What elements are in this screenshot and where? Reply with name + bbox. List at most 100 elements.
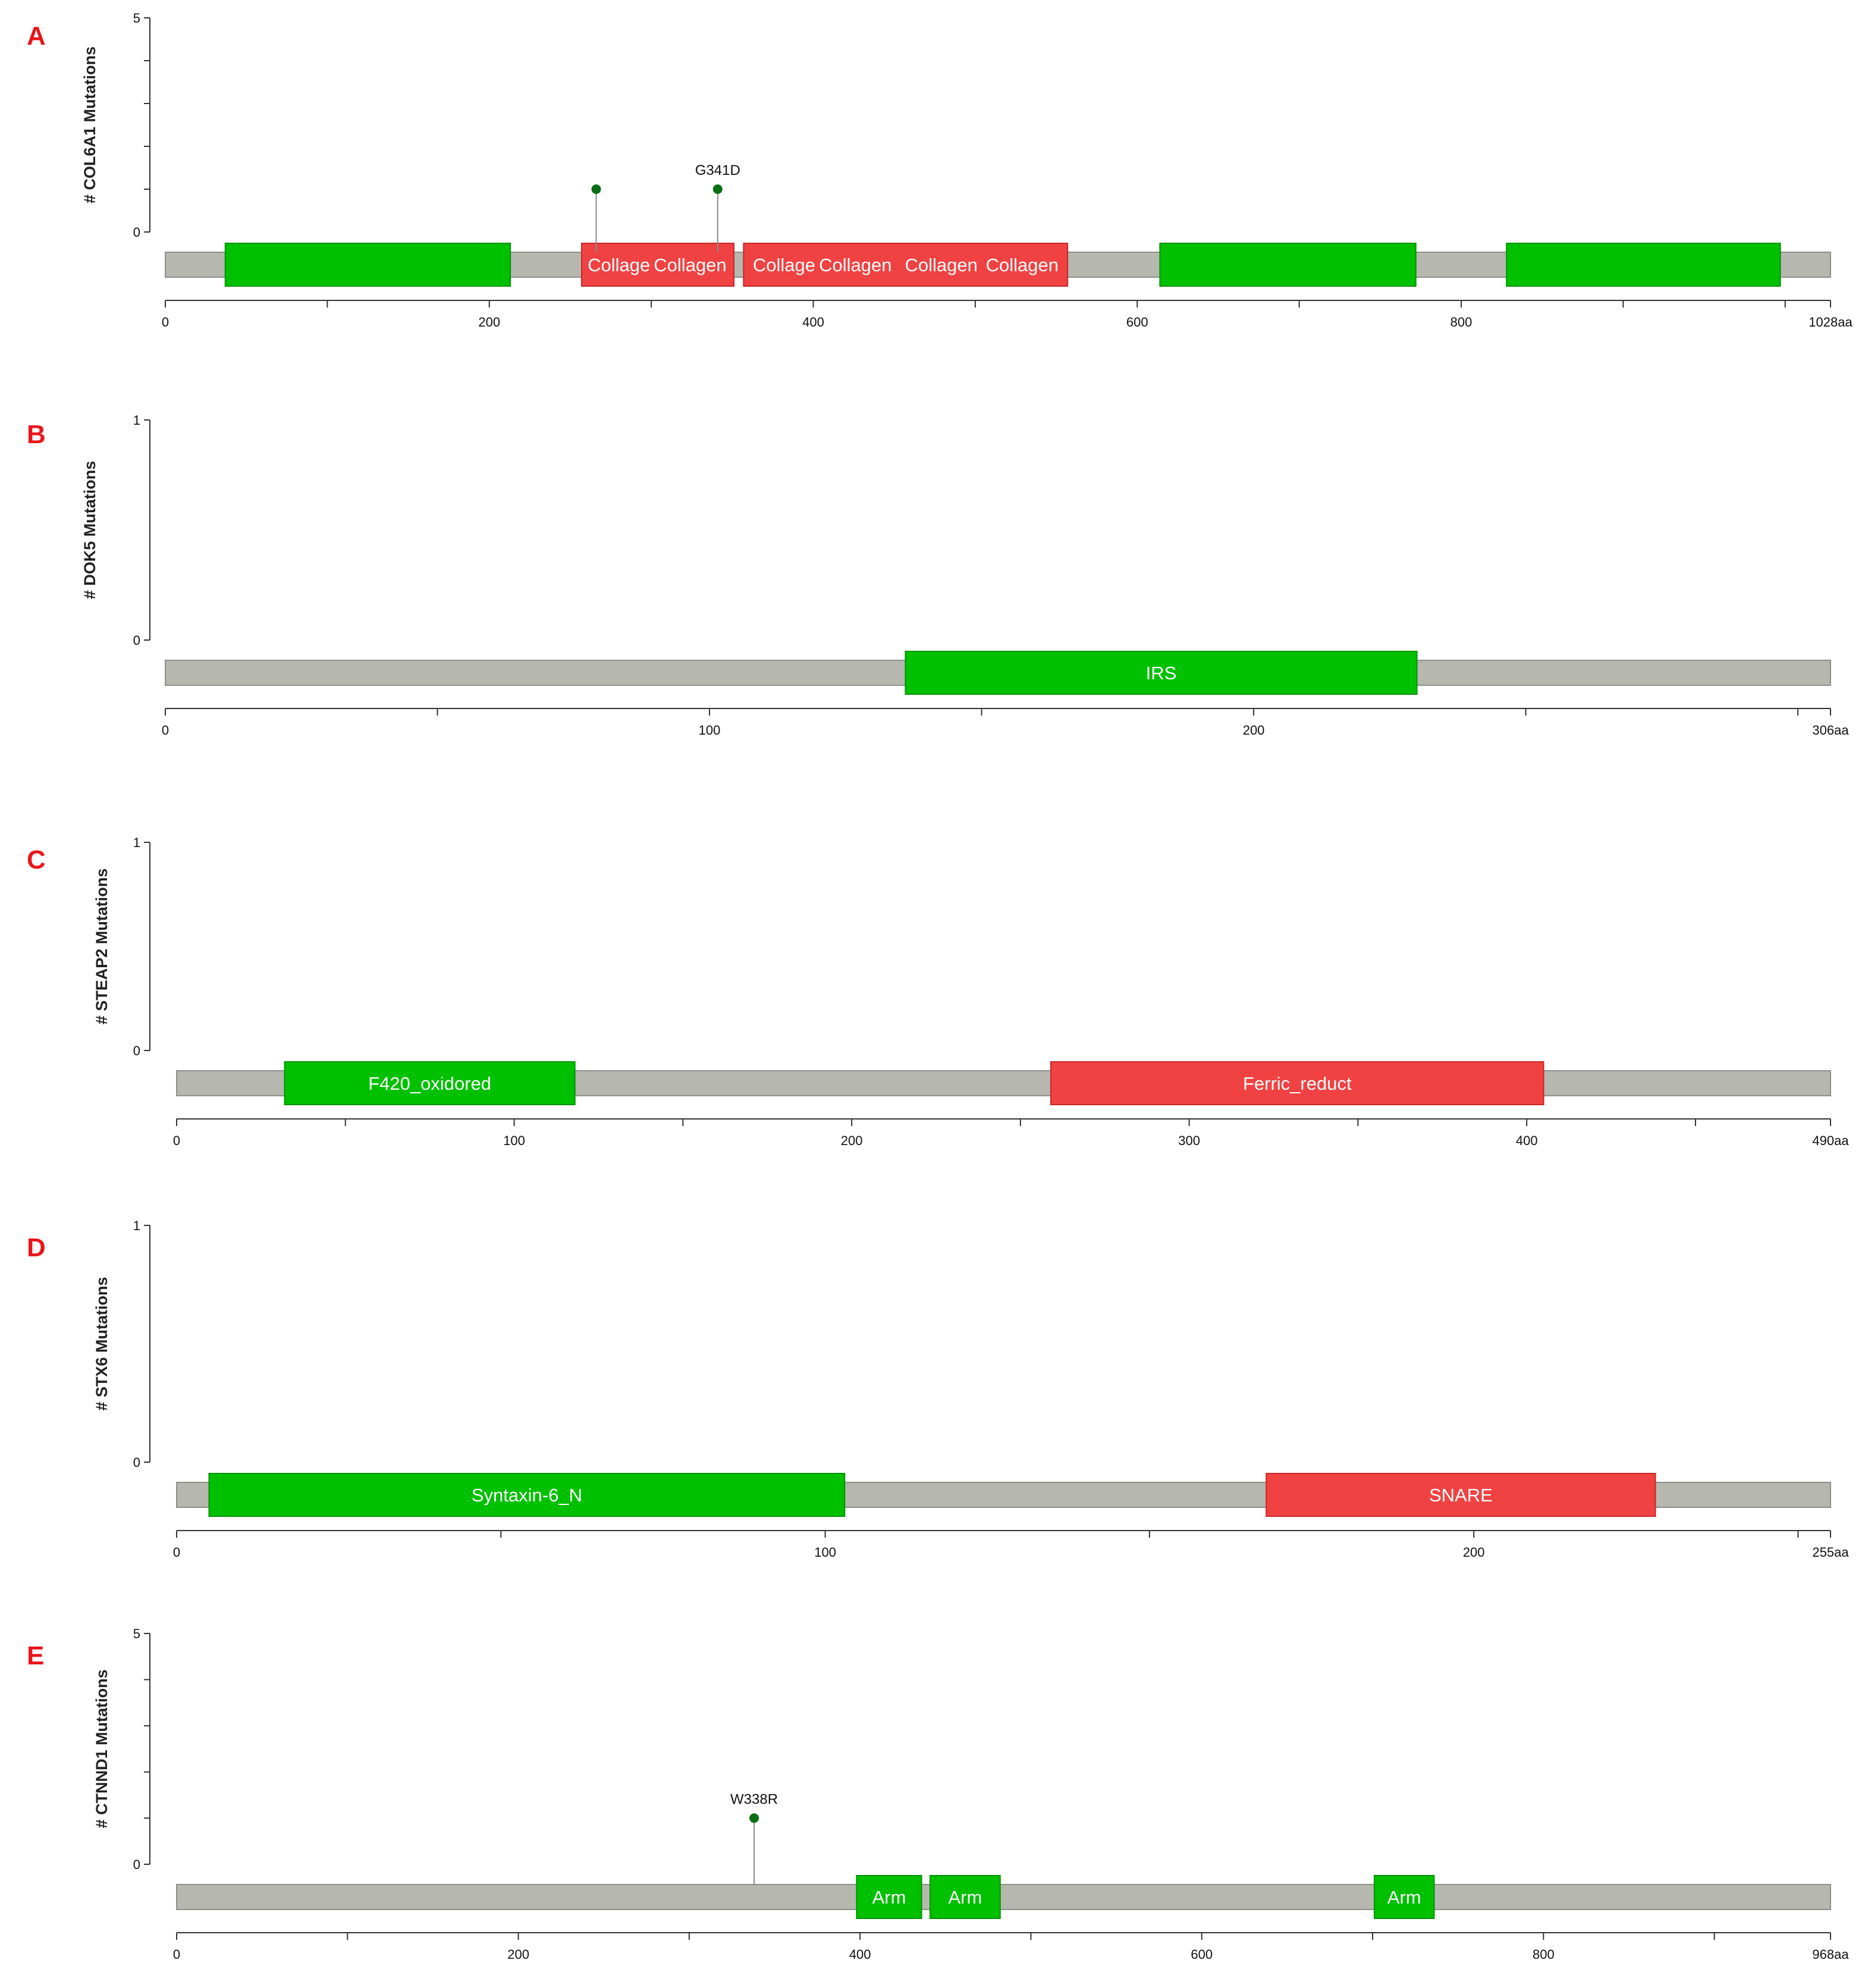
mutation-label: G341D [695,162,740,178]
domain-label: Syntaxin-6_N [472,1485,582,1506]
y-axis-label: # STX6 Mutations [93,1277,111,1410]
y-tick-label: 0 [133,633,140,648]
domain-syntaxin-6-n: Syntaxin-6_N [208,1473,846,1517]
mutation-lollipop [591,184,601,252]
domain-label: Collagen [654,255,726,275]
domain-snare: SNARE [1266,1473,1656,1517]
mutation-label: W338R [730,1791,778,1807]
domain-label: IRS [1146,663,1177,683]
panel-e: E # CTNND1 Mutations 0 5 Arm Arm Arm 0 200 400 600… [27,1626,1849,1962]
mutation-lollipop: G341D [695,162,740,252]
protein-backbone [176,1884,1831,1910]
domain-arm: Arm [929,1875,1001,1919]
x-tick-label: 0 [173,1545,180,1560]
x-end-label: 1028aa [1809,315,1853,330]
domain-label: SNARE [1429,1485,1493,1506]
domain-label: Arm [872,1887,906,1908]
domain-vwa [1506,243,1781,287]
domain-label: Arm [948,1887,982,1908]
domain-box [856,1875,922,1919]
x-tick-label: 100 [814,1545,836,1560]
y-axis-label: # DOK5 Mutations [81,461,99,600]
x-tick-label: 0 [173,1947,180,1962]
x-end-label: 968aa [1812,1947,1849,1962]
domain-box [581,243,735,287]
domain-label: F420_oxidored [368,1073,491,1094]
domain-label: Ferric_reduct [1243,1073,1352,1094]
x-end-label: 306aa [1812,723,1849,738]
x-tick-label: 0 [162,723,169,738]
x-tick-label: 400 [802,315,824,330]
domain-box [1373,1875,1435,1919]
panel-d: D # STX6 Mutations 0 1 Syntaxin-6_N SNARE 0 100… [27,1218,1849,1560]
lollipop-head [749,1813,759,1823]
panel-letter: E [27,1641,44,1670]
domain-vwa [1159,243,1417,287]
y-tick-label: 1 [133,835,140,850]
x-tick-label: 200 [1243,723,1265,738]
y-tick-label: 5 [133,11,140,26]
x-tick-label: 600 [1126,315,1148,330]
domain-box [208,1473,846,1517]
panel-letter: B [27,420,46,449]
y-axis-label: # STEAP2 Mutations [93,868,111,1025]
domain-label: Collagen [819,255,891,275]
domain-ferric-reduct: Ferric_reduct [1050,1061,1544,1105]
x-tick-label: 200 [478,315,500,330]
domain-label: Arm [1387,1887,1421,1908]
y-tick-label: 1 [133,413,140,428]
x-tick-label: 600 [1191,1947,1213,1962]
domain-box [1506,243,1781,287]
panel-letter: D [27,1233,46,1262]
domain-box [929,1875,1001,1919]
y-tick-label: 0 [133,1857,140,1872]
domain-label: Collage [588,255,650,275]
x-tick-label: 200 [1463,1545,1485,1560]
x-tick-label: 0 [173,1133,180,1148]
domain-f420-oxidored: F420_oxidored [284,1061,576,1105]
x-tick-label: 100 [699,723,721,738]
y-tick-label: 0 [133,225,140,240]
domain-collage [581,243,735,287]
domain-box [905,651,1418,695]
x-tick-label: 100 [503,1133,525,1148]
x-tick-label: 200 [507,1947,529,1962]
x-tick-label: 200 [841,1133,863,1148]
y-axis-label: # CTNND1 Mutations [93,1669,111,1828]
panel-letter: A [27,21,46,51]
mutation-lollipop: W338R [730,1791,778,1884]
x-tick-label: 300 [1178,1133,1200,1148]
x-end-label: 255aa [1812,1545,1849,1560]
domain-label: Collage [753,255,815,275]
domain-label: Collagen [905,255,977,275]
x-tick-label: 800 [1450,315,1472,330]
panel-b: B # DOK5 Mutations 0 1 IRS 0 100 200 306aa [27,413,1849,738]
x-end-label: 490aa [1812,1133,1849,1148]
y-tick-label: 1 [133,1218,140,1233]
x-tick-label: 0 [162,315,169,330]
panel-letter: C [27,845,46,874]
domain-box [1266,1473,1656,1517]
x-tick-label: 800 [1533,1947,1555,1962]
x-tick-label: 400 [1516,1133,1538,1148]
domain-box [1159,243,1417,287]
domain-vwa [224,243,511,287]
y-tick-label: 0 [133,1455,140,1470]
domain-box [224,243,511,287]
panel-c: C # STEAP2 Mutations 0 1 F420_oxidored Ferric… [27,835,1849,1148]
y-axis-label: # COL6A1 Mutations [81,46,99,203]
x-tick-label: 400 [849,1947,871,1962]
domain-box [284,1061,576,1105]
y-tick-label: 5 [133,1626,140,1641]
domain-label: Collagen [986,255,1059,275]
lollipop-head [591,184,601,194]
domain-arm: Arm [856,1875,922,1919]
domain-irs: IRS [905,651,1418,695]
domain-arm: Arm [1373,1875,1435,1919]
y-tick-label: 0 [133,1043,140,1058]
lollipop-head [712,184,723,194]
domain-collage [743,243,1069,287]
domain-box [743,243,1069,287]
